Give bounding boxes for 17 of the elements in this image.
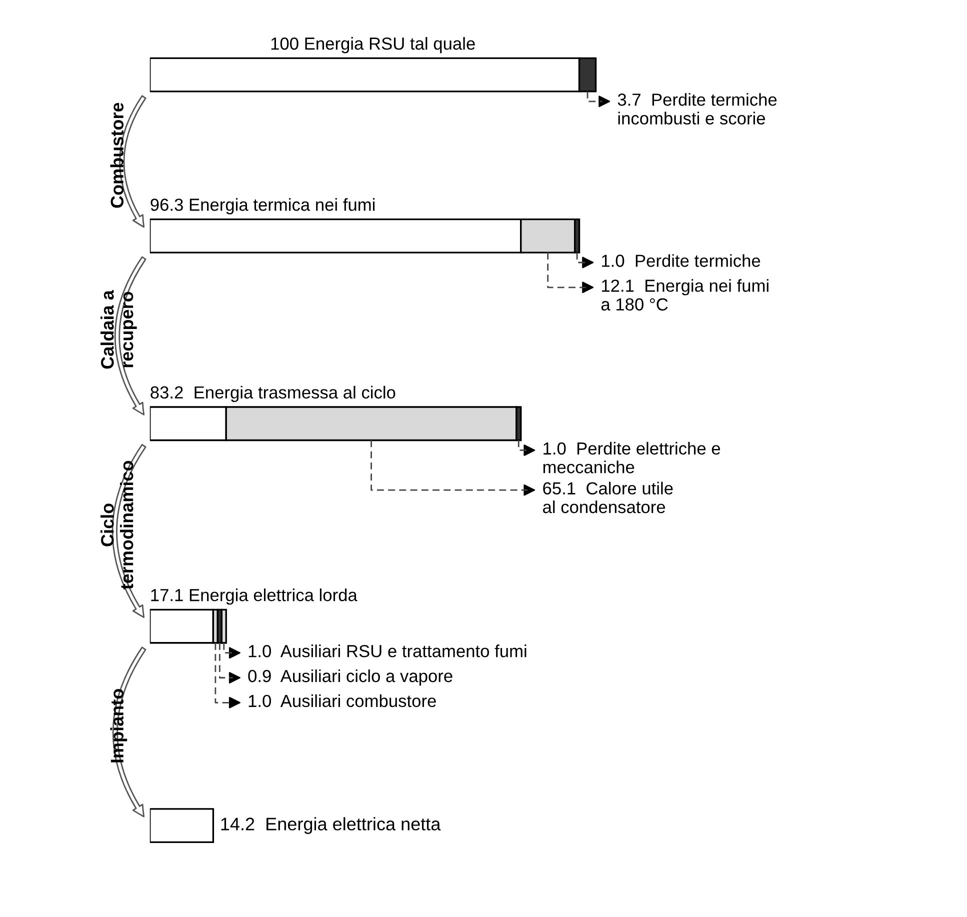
total-label: 17.1 Energia elettrica lorda — [151, 588, 358, 605]
data-label: 3.7 Perdite termiche incombusti e scorie — [618, 93, 777, 125]
data-label: 65.1 Calore utile al condensatore — [543, 482, 673, 514]
data-label: 1.0 Ausiliari combustore — [248, 694, 436, 708]
text: Impianto — [110, 689, 128, 762]
text: Caldaia a recupero — [100, 290, 137, 369]
total-label: 83.2 Energia trasmessa al ciclo — [150, 386, 396, 402]
data-label: 0.9 Ausiliari ciclo a vapore — [248, 669, 452, 686]
text: Ciclo termodinamico — [100, 460, 134, 590]
data-label: 12.1 Energia nei fumi a 180 °C — [601, 279, 768, 311]
data-label: 1.0 Ausiliari RSU e trattamento fumi — [248, 644, 526, 658]
total-label: 96.3 Energia termica nei fumi — [150, 198, 375, 214]
text: Combustore — [110, 102, 124, 208]
data-label: 1.0 Perdite termiche — [602, 254, 760, 267]
total-label: 100 Energia RSU tal quale — [271, 37, 475, 54]
data-label: 1.0 Perdite elettriche e meccaniche — [543, 442, 720, 474]
total-label: 14.2 Energia elettrica netta — [221, 817, 441, 834]
